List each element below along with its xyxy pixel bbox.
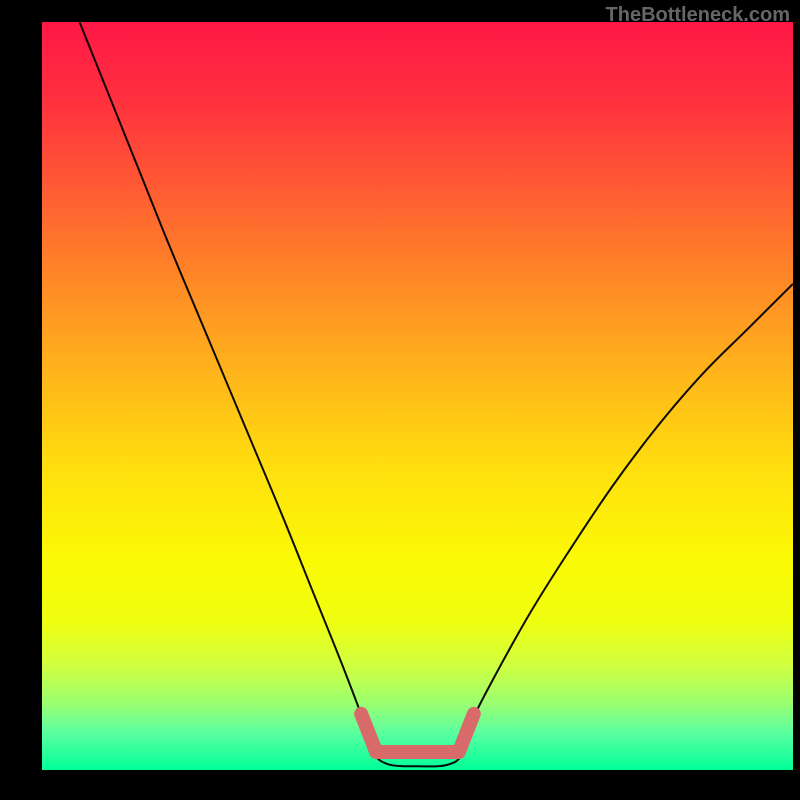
bottleneck-chart: TheBottleneck.com: [0, 0, 800, 800]
chart-svg: [0, 0, 800, 800]
watermark-text: TheBottleneck.com: [606, 4, 790, 27]
plot-background: [42, 22, 793, 770]
